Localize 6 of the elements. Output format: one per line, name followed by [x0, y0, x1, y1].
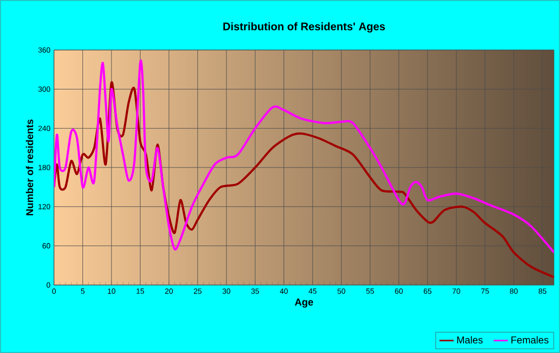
chart-title: Distribution of Residents' Ages — [223, 22, 385, 33]
line-series — [54, 82, 554, 278]
legend-label: Females — [511, 336, 548, 344]
y-axis-title: Number of residents — [26, 119, 34, 216]
legend-label: Males — [457, 336, 483, 344]
x-axis-title: Age — [294, 298, 314, 308]
